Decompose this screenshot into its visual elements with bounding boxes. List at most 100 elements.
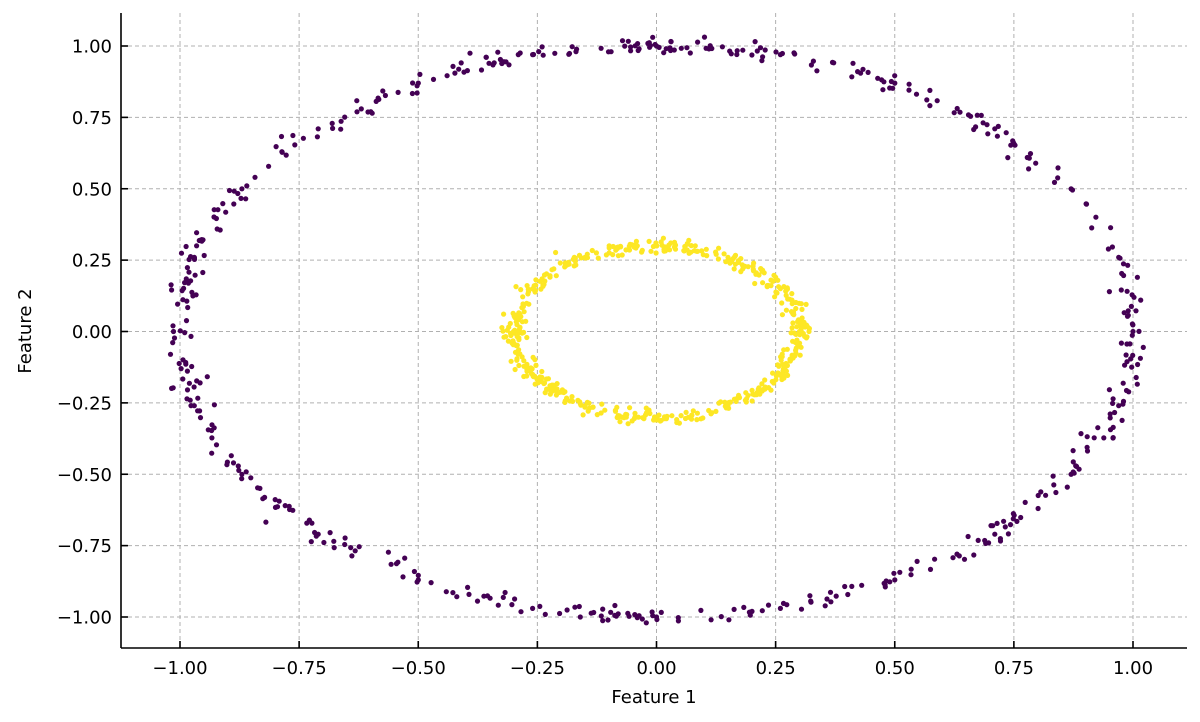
data-point xyxy=(593,250,600,256)
data-point xyxy=(997,536,1004,542)
data-point xyxy=(718,399,724,405)
data-point xyxy=(1140,344,1146,350)
data-point xyxy=(169,385,175,391)
data-point xyxy=(631,242,638,248)
data-point xyxy=(1035,505,1041,512)
data-point xyxy=(760,267,766,273)
data-point xyxy=(648,248,654,254)
data-point xyxy=(495,49,501,55)
data-point xyxy=(338,126,344,132)
data-point xyxy=(859,582,865,588)
data-point xyxy=(209,450,215,456)
data-point xyxy=(678,45,684,51)
data-point xyxy=(875,75,881,81)
data-point xyxy=(517,324,523,330)
data-point xyxy=(1127,341,1133,347)
data-point xyxy=(566,261,572,267)
data-point xyxy=(415,577,421,583)
data-point xyxy=(1137,355,1143,361)
data-point xyxy=(1116,403,1122,409)
data-point xyxy=(686,237,692,243)
data-point xyxy=(934,98,940,104)
data-point xyxy=(428,580,434,586)
x-tick-label: 0.25 xyxy=(756,658,796,679)
data-point xyxy=(1053,489,1059,496)
data-point xyxy=(1011,140,1017,146)
data-point xyxy=(860,66,866,72)
data-point xyxy=(552,50,558,56)
data-point xyxy=(595,255,601,261)
data-point xyxy=(1131,294,1137,300)
data-point xyxy=(1123,387,1130,394)
data-point xyxy=(802,333,808,339)
data-point xyxy=(342,541,348,548)
data-point xyxy=(508,332,514,339)
data-point xyxy=(594,412,600,418)
data-point xyxy=(1024,154,1030,161)
data-point xyxy=(600,606,606,612)
data-point xyxy=(789,325,795,331)
data-point xyxy=(263,519,269,525)
data-point xyxy=(757,45,764,51)
data-point xyxy=(239,476,245,482)
data-point xyxy=(778,357,784,363)
data-point xyxy=(984,122,990,128)
data-point xyxy=(974,112,980,118)
data-point xyxy=(978,112,984,118)
x-tick-label: −1.00 xyxy=(152,658,207,679)
data-point xyxy=(975,537,981,544)
data-point xyxy=(718,614,724,620)
data-point xyxy=(892,577,898,583)
data-point xyxy=(622,43,628,49)
data-point xyxy=(1125,262,1131,268)
data-point xyxy=(1125,308,1131,314)
data-point xyxy=(1124,288,1130,294)
data-point xyxy=(276,498,282,504)
data-point xyxy=(1130,328,1136,335)
data-point xyxy=(279,149,285,155)
data-point xyxy=(779,300,785,306)
data-point xyxy=(1055,175,1061,181)
data-point xyxy=(582,403,588,409)
data-point xyxy=(777,286,784,292)
data-point xyxy=(195,408,201,414)
data-point xyxy=(957,109,963,115)
data-point xyxy=(530,371,536,377)
data-point xyxy=(951,110,957,116)
data-point xyxy=(686,250,692,256)
grid-lines xyxy=(121,13,1187,648)
data-point xyxy=(897,569,903,575)
data-point xyxy=(204,374,210,380)
data-point xyxy=(411,568,417,575)
data-point xyxy=(501,334,507,340)
data-point xyxy=(514,342,520,348)
data-point xyxy=(968,113,974,119)
data-point xyxy=(321,539,327,546)
data-point xyxy=(784,602,790,608)
data-point xyxy=(658,609,664,616)
x-axis-label: Feature 1 xyxy=(611,687,696,708)
data-point xyxy=(742,397,749,403)
data-point xyxy=(533,362,539,368)
data-point xyxy=(1134,274,1140,280)
data-point xyxy=(762,377,768,383)
data-point xyxy=(385,549,391,555)
data-point xyxy=(184,387,191,393)
data-point xyxy=(410,80,416,86)
data-point xyxy=(615,253,622,259)
data-point xyxy=(745,392,751,399)
data-point xyxy=(806,328,812,335)
y-tick-label: 0.00 xyxy=(72,322,112,343)
data-point xyxy=(1002,524,1008,530)
data-point xyxy=(659,242,665,248)
data-point xyxy=(535,380,541,386)
data-point xyxy=(589,247,595,254)
data-point xyxy=(194,243,200,249)
data-point xyxy=(1129,364,1135,370)
data-point xyxy=(490,62,496,68)
data-point xyxy=(750,266,756,272)
data-point xyxy=(223,209,229,215)
data-point xyxy=(1121,310,1127,316)
data-point xyxy=(709,45,715,52)
data-point xyxy=(309,520,315,526)
